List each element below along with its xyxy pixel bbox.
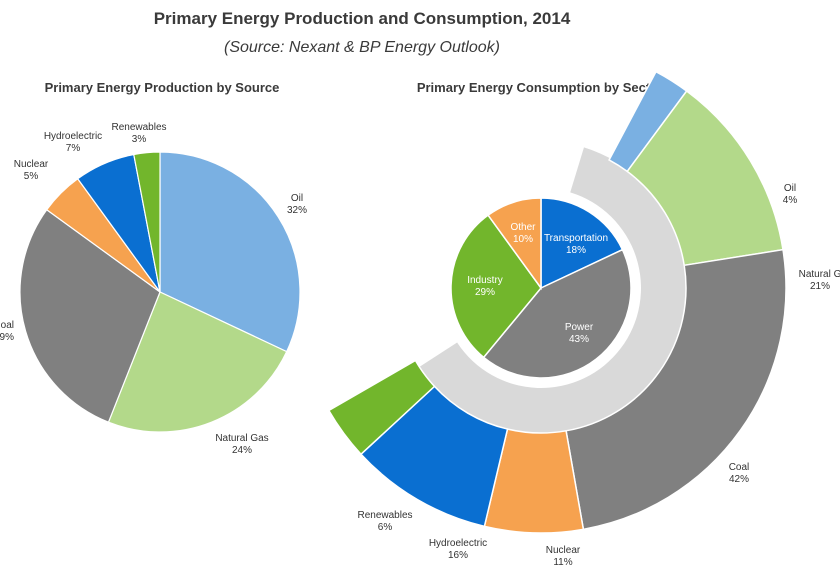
production-chart-title: Primary Energy Production by Source [45,80,280,95]
power-nuclear-value-label: 11% [553,557,572,568]
prod-oil-value-label: 32% [287,205,307,216]
power-hydroelectric-name-label: Hydroelectric [429,538,487,549]
consumption-pie [450,197,632,379]
cons-power-name-label: Power [565,322,594,333]
prod-hydroelectric-value-label: 7% [66,143,81,154]
power-coal-name-label: Coal [729,462,750,473]
power-renewables-name-label: Renewables [357,510,412,521]
power-coal-value-label: 42% [729,474,749,485]
power-hydroelectric-value-label: 16% [448,550,468,561]
slice-industry [450,214,542,359]
slice-power [482,248,632,379]
power-natural-g-value-label: 21% [810,281,830,292]
cons-transportation-value-label: 18% [566,245,586,256]
production-pie [19,151,301,433]
prod-oal-value-label: 9% [0,332,14,343]
slice-other [487,197,542,291]
cons-power-value-label: 43% [569,334,589,345]
prod-hydroelectric-name-label: Hydroelectric [44,131,102,142]
slice-coal [19,208,161,423]
prod-natural-gas-value-label: 24% [232,445,252,456]
power-renewables-value-label: 6% [378,522,393,533]
page-subtitle: (Source: Nexant & BP Energy Outlook) [224,39,500,56]
prod-natural-gas-name-label: Natural Gas [215,433,268,444]
prod-renewables-value-label: 3% [132,134,147,145]
page-title: Primary Energy Production and Consumptio… [154,9,571,28]
slice-oil [159,151,301,353]
power-oil-value-label: 4% [783,195,798,206]
cons-other-name-label: Other [510,222,536,233]
consumption-chart-title: Primary Energy Consumption by Sector [417,80,663,95]
cons-transportation-name-label: Transportation [544,233,608,244]
slice-transportation [540,197,624,290]
slice-natural-gas [107,291,288,433]
power-arc-background [417,147,688,435]
cons-industry-value-label: 29% [475,287,495,298]
power-segment-coal [565,248,787,531]
power-nuclear-name-label: Nuclear [546,545,581,556]
prod-nuclear-value-label: 5% [24,171,39,182]
prod-renewables-name-label: Renewables [111,122,166,133]
power-oil-name-label: Oil [784,183,796,194]
cons-other-value-label: 10% [513,234,533,245]
power-segment-renewables [327,359,436,456]
prod-nuclear-name-label: Nuclear [14,159,49,170]
slice-renewables [133,151,161,293]
prod-oil-name-label: Oil [291,193,303,204]
power-natural-g-name-label: Natural G [799,269,840,280]
cons-industry-name-label: Industry [467,275,503,286]
power-breakdown-arc [327,70,787,534]
prod-oal-name-label: oal [1,320,14,331]
